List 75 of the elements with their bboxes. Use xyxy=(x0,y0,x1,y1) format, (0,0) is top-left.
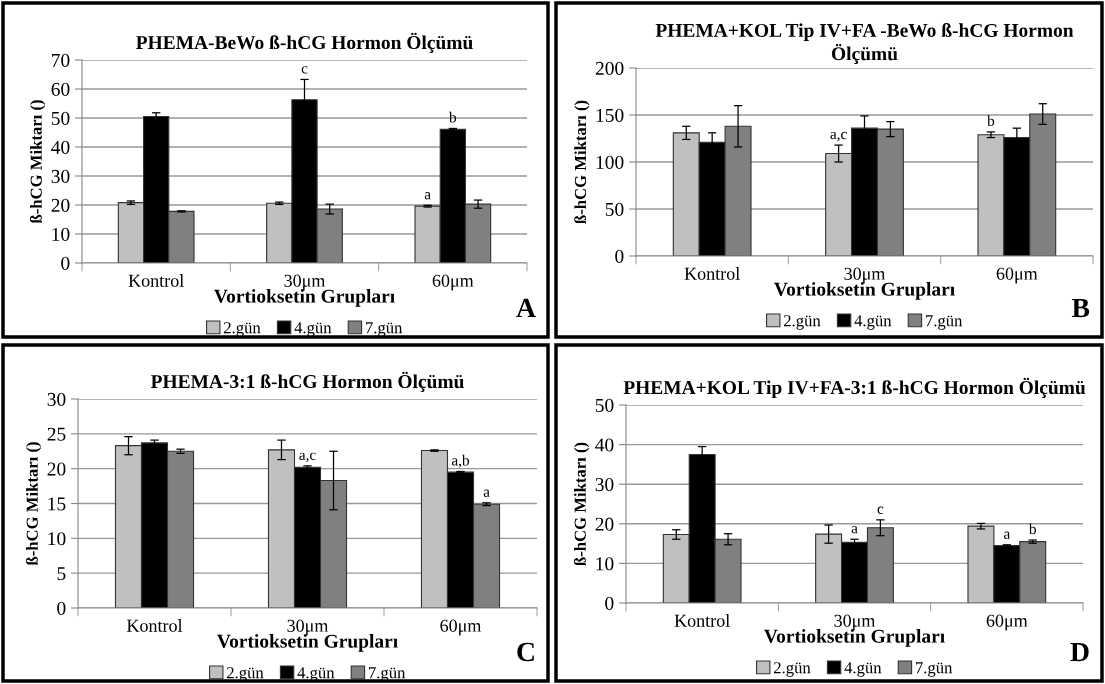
y-tick-label: 10 xyxy=(596,557,614,571)
y-tick-label: 20 xyxy=(51,198,70,212)
y-tick-label: 25 xyxy=(47,427,66,441)
y-tick-label: 70 xyxy=(52,53,70,67)
y-tick-label: 0 xyxy=(57,601,66,615)
x-tick-label: 60μm xyxy=(986,614,1028,631)
chart-title: PHEMA+KOL Tip IV+FA-3:1 ß-hCG Hormon Ölçümü xyxy=(623,377,1086,399)
x-tick-label: 30μm xyxy=(844,267,886,284)
y-tick-label: 50 xyxy=(605,202,624,216)
chart-title: PHEMA-BeWo ß-hCG Hormon Ölçümü xyxy=(136,32,473,53)
data-label: a xyxy=(483,489,490,497)
text: D xyxy=(1070,642,1089,662)
x-tick-label: 60μm xyxy=(440,619,482,636)
text: B xyxy=(1071,298,1090,318)
legend-label: 7.gün xyxy=(916,662,953,677)
legend-label: 7.gün xyxy=(926,315,963,330)
x-axis-title: Vortioksetin Grupları xyxy=(214,289,395,307)
y-tick-label: 40 xyxy=(595,438,614,452)
y-axis-title: ß-hCG Miktarı () xyxy=(574,100,590,224)
x-tick-label: 30μm xyxy=(287,619,329,636)
x-tick-label: 60μm xyxy=(432,274,474,291)
data-label: a,b xyxy=(451,454,470,468)
legend-label: 4.gün xyxy=(294,322,332,337)
legend-label: 4.gün xyxy=(844,662,882,677)
data-label: a,c xyxy=(830,131,847,142)
x-tick-label: Kontrol xyxy=(126,619,183,632)
x-tick-label: 30μm xyxy=(834,614,876,631)
y-tick-label: 15 xyxy=(48,497,66,511)
x-tick-label: Kontrol xyxy=(674,614,730,627)
x-tick-label: 30μm xyxy=(284,274,326,291)
y-tick-label: 10 xyxy=(48,532,66,546)
y-tick-label: 20 xyxy=(595,517,614,531)
legend-label: 7.gün xyxy=(366,322,403,337)
y-axis-title: ß-hCG Miktarı () xyxy=(29,100,46,224)
y-tick-label: 30 xyxy=(595,478,614,492)
x-axis-title: Vortioksetin Grupları xyxy=(774,282,955,300)
y-tick-label: 30 xyxy=(47,392,66,406)
y-tick-label: 5 xyxy=(57,567,66,581)
chart-title: PHEMA+KOL Tip IV+FA -BeWo ß-hCG Hormon Ölçümü xyxy=(655,23,1074,65)
legend-label: 2.gün xyxy=(783,315,821,330)
data-label: a,c xyxy=(299,452,316,463)
data-label: c xyxy=(877,506,884,514)
x-tick-label: Kontrol xyxy=(684,267,740,280)
text: A xyxy=(516,298,536,318)
y-tick-label: 200 xyxy=(595,61,624,75)
data-label: c xyxy=(301,66,308,74)
text: C xyxy=(517,642,534,662)
y-tick-label: 150 xyxy=(596,108,624,122)
x-axis-title: Vortioksetin Grupları xyxy=(217,634,398,652)
y-tick-label: 0 xyxy=(61,256,70,270)
data-label: b xyxy=(987,115,995,127)
y-tick-label: 100 xyxy=(596,155,624,169)
y-tick-label: 40 xyxy=(51,140,70,154)
y-tick-label: 0 xyxy=(615,249,624,263)
y-tick-label: 30 xyxy=(51,169,70,183)
data-label: a xyxy=(424,192,431,200)
legend-label: 2.gün xyxy=(773,662,811,677)
y-axis-title: ß-hCG Miktarı () xyxy=(573,442,590,566)
data-label: a xyxy=(1003,531,1011,539)
chart-title: PHEMA-3:1 ß-hCG Hormon Ölçümü xyxy=(150,371,464,392)
y-tick-label: 0 xyxy=(605,596,614,610)
y-tick-label: 50 xyxy=(51,111,70,125)
y-tick-label: 60 xyxy=(51,82,70,96)
y-tick-label: 20 xyxy=(47,462,66,476)
y-axis-title: ß-hCG Miktarı () xyxy=(25,442,42,566)
x-axis-title: Vortioksetin Grupları xyxy=(764,629,945,647)
y-tick-label: 50 xyxy=(595,398,614,412)
x-tick-label: 60μm xyxy=(996,267,1038,284)
x-tick-label: Kontrol xyxy=(128,274,184,287)
y-tick-label: 10 xyxy=(52,227,70,241)
data-label: b xyxy=(1028,523,1036,535)
data-label: a xyxy=(851,526,858,534)
data-label: b xyxy=(449,111,457,123)
legend-label: 4.gün xyxy=(854,315,892,330)
legend-label: 2.gün xyxy=(223,322,261,337)
